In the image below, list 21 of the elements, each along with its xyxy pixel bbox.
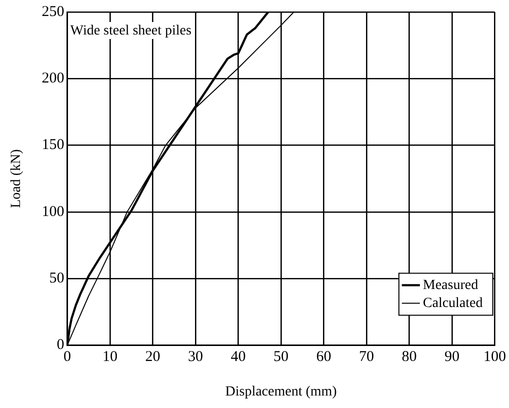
legend-label: Calculated	[422, 296, 483, 311]
y-tick-label: 0	[56, 337, 64, 354]
x-tick-label: 90	[444, 349, 460, 366]
x-tick-label: 100	[484, 349, 506, 366]
x-tick-label: 70	[359, 349, 374, 366]
annotation: Wide steel sheet piles	[70, 24, 192, 39]
y-tick-label: 50	[49, 270, 64, 286]
x-tick-label: 50	[274, 349, 289, 366]
y-tick-label: 200	[42, 70, 64, 87]
x-tick-label: 80	[402, 349, 417, 366]
x-tick-label: 30	[188, 349, 204, 366]
y-tick-label: 250	[42, 4, 64, 20]
legend-label: Measured	[422, 278, 478, 293]
x-tick-label: 60	[316, 349, 332, 366]
y-tick-label: 100	[42, 204, 64, 220]
x-axis-title: Displacement (mm)	[225, 384, 338, 400]
y-axis-title: Load (kN)	[9, 148, 24, 208]
x-tick-label: 40	[230, 349, 246, 366]
y-tick-label: 150	[42, 137, 64, 154]
x-tick-label: 10	[102, 349, 118, 366]
x-tick-label: 20	[145, 349, 160, 366]
